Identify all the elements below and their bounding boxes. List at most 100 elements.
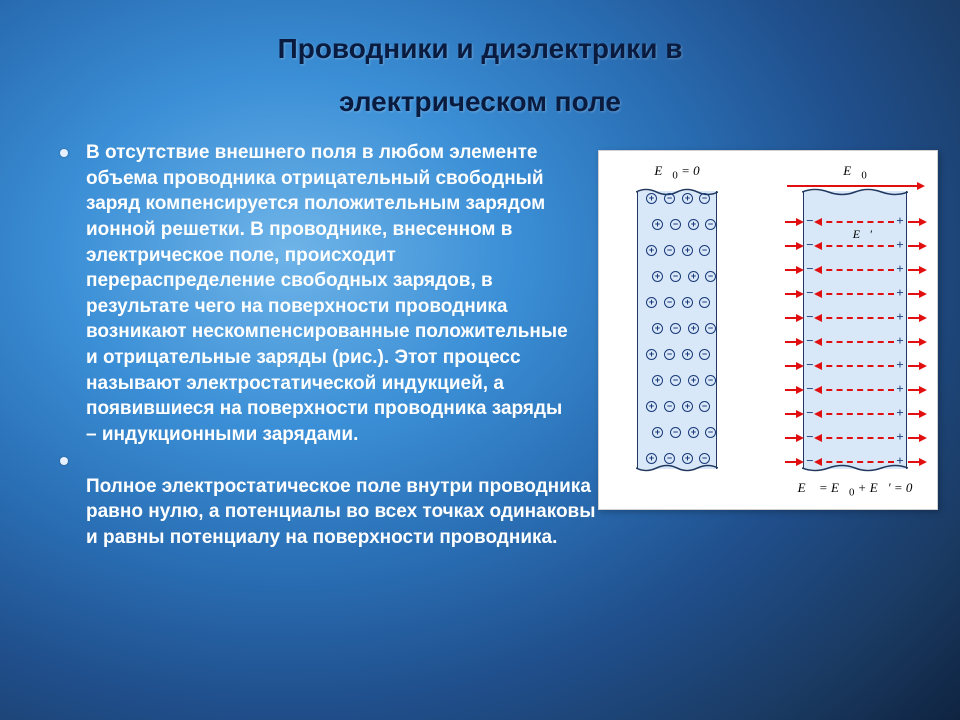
positive-edge-sign: +	[895, 237, 905, 253]
negative-charge-icon: −	[699, 245, 710, 256]
positive-charge-icon: +	[682, 297, 693, 308]
negative-edge-sign: −	[805, 261, 815, 277]
diagram-left-column: E⃗0 = 0 +−+−+−+−+−+−+−+−+−+−+−+−+−+−+−+−…	[627, 179, 727, 481]
negative-edge-sign: −	[805, 405, 815, 421]
negative-charge-icon: −	[670, 219, 681, 230]
induced-field-arrow	[816, 269, 894, 271]
external-field-arrow	[785, 269, 802, 271]
external-field-arrow	[908, 245, 925, 247]
positive-edge-sign: +	[895, 405, 905, 421]
positive-charge-icon: +	[688, 323, 699, 334]
external-field-arrow	[785, 245, 802, 247]
formula-e0-zero: E⃗0 = 0	[627, 163, 727, 182]
positive-charge-icon: +	[688, 219, 699, 230]
positive-charge-icon: +	[682, 453, 693, 464]
diagram-inner: E⃗0 = 0 +−+−+−+−+−+−+−+−+−+−+−+−+−+−+−+−…	[607, 159, 929, 501]
negative-edge-sign: −	[805, 309, 815, 325]
negative-edge-sign: −	[805, 381, 815, 397]
negative-edge-sign: −	[805, 333, 815, 349]
negative-charge-icon: −	[699, 453, 710, 464]
positive-charge-icon: +	[646, 401, 657, 412]
negative-edge-sign: −	[805, 213, 815, 229]
title-line-1: Проводники и диэлектрики в	[0, 22, 960, 75]
negative-charge-icon: −	[664, 401, 675, 412]
right-slab: E⃗′ −+−+−+−+−+−+−+−+−+−+−+	[803, 191, 907, 469]
positive-charge-icon: +	[682, 349, 693, 360]
positive-charge-icon: +	[646, 453, 657, 464]
diagram: E⃗0 = 0 +−+−+−+−+−+−+−+−+−+−+−+−+−+−+−+−…	[598, 150, 938, 510]
external-field-arrow	[908, 317, 925, 319]
external-field-arrow	[908, 293, 925, 295]
external-field-arrow	[785, 317, 802, 319]
external-field-arrow	[785, 461, 802, 463]
induced-field-arrow	[816, 245, 894, 247]
external-field-arrow	[785, 389, 802, 391]
paragraph-2: Полное электростатическое поле внутри пр…	[86, 474, 606, 551]
negative-charge-icon: −	[670, 323, 681, 334]
positive-charge-icon: +	[646, 349, 657, 360]
positive-charge-icon: +	[682, 245, 693, 256]
negative-charge-icon: −	[670, 427, 681, 438]
external-field-arrow	[785, 293, 802, 295]
induced-field-arrow	[816, 461, 894, 463]
external-field-arrow	[908, 437, 925, 439]
negative-charge-icon: −	[670, 271, 681, 282]
negative-charge-icon: −	[705, 219, 716, 230]
paragraph-1: В отсутствие внешнего поля в любом элеме…	[86, 140, 576, 448]
negative-charge-icon: −	[699, 193, 710, 204]
negative-charge-icon: −	[705, 427, 716, 438]
positive-charge-icon: +	[652, 323, 663, 334]
induced-field-arrow	[816, 341, 894, 343]
induced-field-arrow	[816, 437, 894, 439]
positive-charge-icon: +	[652, 219, 663, 230]
external-field-arrow	[908, 461, 925, 463]
positive-charge-icon: +	[688, 375, 699, 386]
negative-edge-sign: −	[805, 453, 815, 469]
positive-charge-icon: +	[652, 375, 663, 386]
negative-edge-sign: −	[805, 357, 815, 373]
negative-charge-icon: −	[670, 375, 681, 386]
external-field-arrow	[785, 365, 802, 367]
formula-e0: E⃗0	[785, 163, 925, 182]
slide: Проводники и диэлектрики в электрическом…	[0, 0, 960, 720]
negative-charge-icon: −	[664, 297, 675, 308]
negative-edge-sign: −	[805, 237, 815, 253]
positive-charge-icon: +	[652, 427, 663, 438]
formula-e-prime: E⃗′	[853, 227, 872, 242]
negative-charge-icon: −	[664, 349, 675, 360]
external-field-arrow	[785, 437, 802, 439]
induced-field-arrow	[816, 221, 894, 223]
external-field-arrow	[908, 365, 925, 367]
negative-edge-sign: −	[805, 285, 815, 301]
positive-edge-sign: +	[895, 357, 905, 373]
slide-title: Проводники и диэлектрики в электрическом…	[0, 0, 960, 128]
wavy-edge-icon	[636, 463, 718, 473]
negative-charge-icon: −	[705, 375, 716, 386]
positive-edge-sign: +	[895, 381, 905, 397]
positive-charge-icon: +	[646, 245, 657, 256]
positive-charge-icon: +	[646, 297, 657, 308]
external-field-arrow	[908, 341, 925, 343]
induced-field-arrow	[816, 365, 894, 367]
positive-charge-icon: +	[688, 427, 699, 438]
external-field-arrow	[908, 389, 925, 391]
negative-charge-icon: −	[664, 193, 675, 204]
external-field-arrow	[908, 221, 925, 223]
positive-edge-sign: +	[895, 453, 905, 469]
negative-charge-icon: −	[699, 349, 710, 360]
negative-charge-icon: −	[664, 245, 675, 256]
negative-charge-icon: −	[705, 271, 716, 282]
positive-edge-sign: +	[895, 309, 905, 325]
negative-charge-icon: −	[699, 401, 710, 412]
external-field-arrow	[785, 341, 802, 343]
positive-edge-sign: +	[895, 213, 905, 229]
induced-field-arrow	[816, 389, 894, 391]
left-slab: +−+−+−+−+−+−+−+−+−+−+−+−+−+−+−+−+−+−+−+−…	[637, 191, 717, 469]
external-field-arrow	[908, 413, 925, 415]
negative-charge-icon: −	[664, 453, 675, 464]
title-line-2: электрическом поле	[0, 75, 960, 128]
induced-field-arrow	[816, 293, 894, 295]
positive-charge-icon: +	[646, 193, 657, 204]
bullet-dot-icon	[60, 457, 68, 465]
induced-field-arrow	[816, 317, 894, 319]
